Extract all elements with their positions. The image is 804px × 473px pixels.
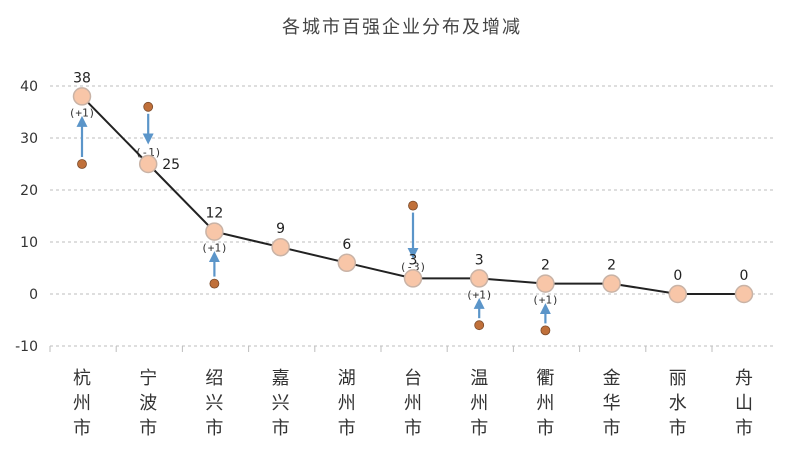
data-label: 25 [162,157,180,173]
x-category-label: 市 [205,418,223,439]
y-tick-label: 10 [20,235,38,251]
x-category-label: 丽 [669,368,687,389]
x-category-label: 市 [338,418,356,439]
x-category-label: 州 [404,393,422,414]
change-label: (+1) [201,242,228,255]
data-label: 2 [541,258,550,274]
previous-value-dot [540,325,551,336]
change-label: (-1) [135,146,162,159]
data-point [602,274,621,293]
x-category-label: 州 [536,393,554,414]
x-category-label: 金 [603,368,621,389]
x-category-label: 市 [404,418,422,439]
y-tick-label: 0 [29,287,38,303]
x-category-label: 市 [73,418,91,439]
x-category-label: 湖 [338,368,356,389]
y-tick-label: 20 [20,183,38,199]
x-category-label: 州 [73,393,91,414]
x-category-label: 兴 [272,393,290,414]
x-category-label: 市 [139,418,157,439]
x-category-label: 市 [603,418,621,439]
data-point [337,253,357,273]
x-category-label: 市 [470,418,488,439]
y-axis: -10 0 10 20 30 40 [15,79,38,355]
previous-value-dot [209,278,220,289]
data-point [271,237,290,257]
data-point [138,154,158,174]
x-category-label: 兴 [205,393,223,414]
y-tick-label: -10 [15,339,38,355]
change-label: (+1) [69,106,96,119]
x-category-label: 台 [404,368,422,389]
data-point [205,222,224,241]
previous-value-dot [474,320,485,331]
data-point [72,87,92,106]
x-category-label: 市 [669,418,687,439]
previous-value-dot [143,101,154,112]
previous-value-dot [408,200,418,211]
x-category-label: 绍 [205,368,223,389]
x-category-label: 州 [470,393,488,414]
data-point [536,274,555,293]
x-category-label: 州 [338,393,356,414]
data-label: 6 [342,237,351,253]
change-label: (+1) [532,294,559,307]
data-label: 9 [276,221,285,237]
x-category-label: 嘉 [272,368,290,389]
data-label: 0 [673,268,682,284]
data-point [734,284,754,304]
previous-value-dot [77,159,87,169]
data-label: 38 [73,70,91,86]
data-label: 3 [475,252,484,268]
data-label: 12 [205,206,223,222]
chart-title: 各城市百强企业分布及增减 [282,17,522,38]
change-annotations: (+1) (-1) (+1) (-3) (+1) (+1) [69,101,559,336]
x-category-label: 市 [536,418,554,439]
data-point [403,269,423,288]
data-label: 2 [607,258,616,274]
change-label: (+1) [466,288,493,301]
y-tick-label: 30 [20,131,38,147]
data-label: 3 [409,252,418,268]
data-point [668,284,688,304]
x-category-label: 华 [603,393,621,414]
change-label: (-3) [400,260,427,273]
x-category-label: 杭 [73,368,91,389]
y-tick-label: 40 [20,79,38,95]
data-point [469,269,489,288]
x-category-label: 市 [735,418,753,439]
x-category-label: 温 [470,368,488,389]
x-category-label: 水 [669,393,687,414]
x-category-label: 山 [735,393,753,414]
x-category-label: 市 [272,418,290,439]
data-label: 0 [740,268,749,284]
x-category-label: 衢 [536,368,554,389]
x-category-label: 宁 [139,368,157,389]
series: 38 25 12 9 6 3 3 2 2 0 0 [72,70,754,304]
x-category-label: 波 [139,393,157,414]
x-category-label: 舟 [735,368,753,389]
